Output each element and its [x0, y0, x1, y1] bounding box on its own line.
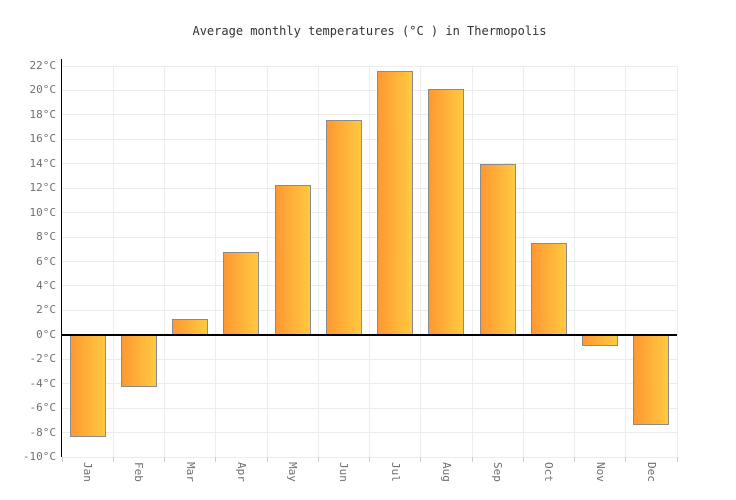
bar-jun — [325, 119, 362, 335]
x-axis-tick — [317, 457, 319, 462]
x-gridline — [369, 66, 370, 457]
zero-baseline — [62, 333, 677, 336]
x-axis-label-sep: Sep — [491, 462, 505, 482]
bar-nov — [582, 334, 619, 346]
x-axis-label-jan: Jan — [81, 462, 95, 482]
x-axis-label-feb: Feb — [132, 462, 146, 482]
y-axis-tick-label: 6°C — [36, 254, 56, 268]
x-axis-label-may: May — [286, 462, 300, 482]
x-gridline — [164, 66, 165, 457]
x-axis-tick — [471, 457, 473, 462]
x-axis-tick — [522, 457, 524, 462]
y-axis-tick-label: 12°C — [29, 181, 57, 195]
y-axis-tick-label: -8°C — [29, 425, 57, 439]
y-axis-tick-label: 10°C — [29, 205, 57, 219]
bar-aug — [428, 89, 465, 335]
x-axis-tick — [369, 457, 370, 462]
x-gridline — [676, 66, 678, 457]
bar-may — [274, 184, 311, 335]
x-axis-label-apr: Apr — [234, 462, 248, 482]
bar-dec — [633, 334, 670, 426]
x-gridline — [317, 66, 319, 457]
bar-feb — [120, 334, 157, 388]
x-axis-label-jun: Jun — [337, 462, 351, 482]
y-axis-tick-label: 4°C — [36, 278, 56, 292]
x-axis-tick — [164, 457, 165, 462]
x-axis-tick — [215, 457, 217, 462]
x-axis-tick — [574, 457, 575, 462]
x-gridline — [266, 66, 268, 457]
bar-oct — [530, 243, 567, 335]
x-axis-label-jul: Jul — [388, 462, 402, 482]
x-axis-tick — [61, 457, 63, 462]
y-axis-line — [60, 59, 62, 457]
y-axis-tick-label: 2°C — [36, 303, 56, 317]
x-gridline — [471, 66, 473, 457]
x-axis-tick — [676, 457, 678, 462]
x-gridline — [574, 66, 575, 457]
x-gridline — [420, 66, 422, 457]
x-axis-label-mar: Mar — [183, 462, 197, 482]
y-axis-tick-label: 20°C — [29, 83, 57, 97]
x-axis-label-dec: Dec — [644, 462, 658, 482]
x-gridline — [522, 66, 524, 457]
bar-sep — [479, 163, 516, 335]
x-axis-tick — [420, 457, 422, 462]
x-axis-tick — [625, 457, 627, 462]
y-axis-tick-label: -10°C — [22, 450, 56, 463]
y-axis-tick-label: 14°C — [29, 156, 57, 170]
y-axis-tick-label: 22°C — [29, 59, 57, 72]
x-axis-label-nov: Nov — [593, 462, 607, 482]
bar-jul — [377, 70, 414, 335]
x-axis-tick — [112, 457, 114, 462]
bar-jan — [69, 334, 106, 438]
y-axis-tick-label: -6°C — [29, 401, 57, 415]
chart-title: Average monthly temperatures (°C ) in Th… — [192, 24, 547, 38]
x-axis-label-aug: Aug — [439, 462, 453, 482]
x-axis-tick — [266, 457, 268, 462]
y-axis-tick-label: -2°C — [29, 352, 57, 366]
y-axis-tick-label: 18°C — [29, 107, 57, 121]
x-gridline — [625, 66, 627, 457]
y-axis-tick-label: 8°C — [36, 230, 56, 244]
y-axis-tick-label: -4°C — [29, 376, 57, 390]
y-axis-tick-label: 16°C — [29, 132, 57, 146]
bar-apr — [223, 251, 260, 335]
bar-mar — [172, 318, 209, 335]
y-axis-tick-label: 0°C — [36, 327, 56, 341]
x-axis-label-oct: Oct — [542, 462, 556, 482]
x-gridline — [112, 66, 114, 457]
x-gridline — [215, 66, 217, 457]
